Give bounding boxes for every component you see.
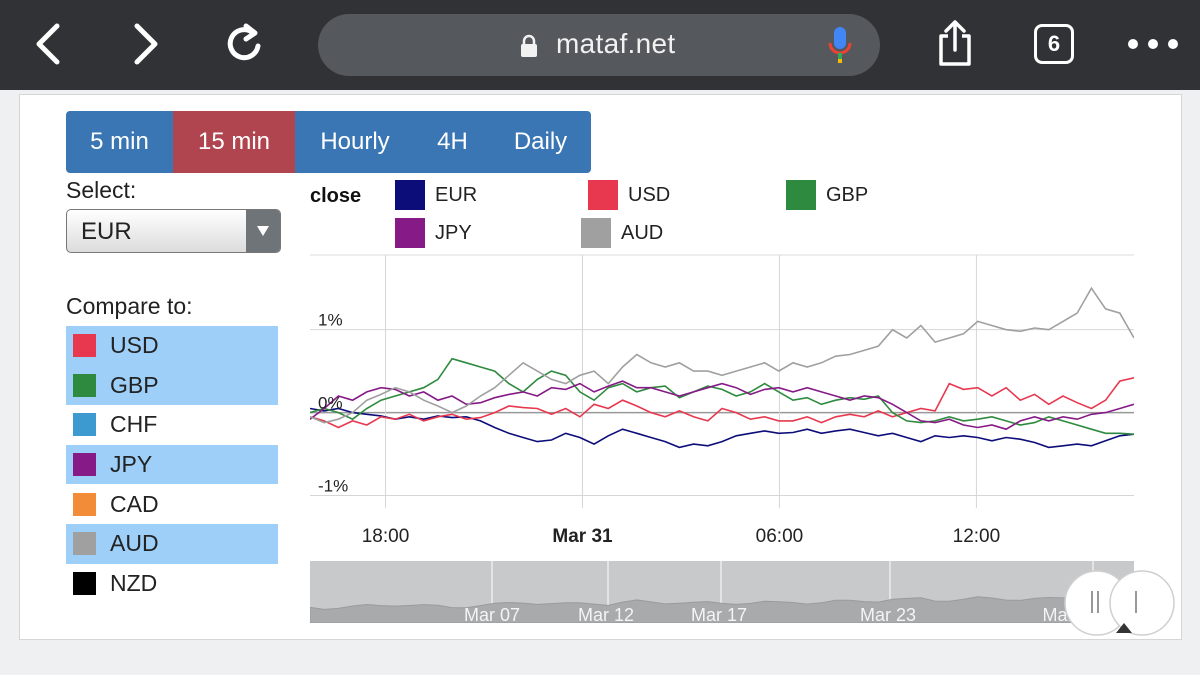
navigator-date-label: Mar 17 <box>691 605 747 623</box>
chart-widget: 5 min 15 min Hourly 4H Daily Select: EUR Com… <box>19 94 1182 640</box>
address-bar[interactable]: mataf.net <box>318 14 880 76</box>
url-text: mataf.net <box>556 28 676 59</box>
select-value: EUR <box>81 218 132 245</box>
y-tick-label: -1% <box>318 477 348 496</box>
tabs-icon[interactable]: 6 <box>1034 24 1074 64</box>
legend-item-usd[interactable]: USD <box>588 180 670 210</box>
color-swatch <box>73 492 96 516</box>
legend-label: JPY <box>435 221 472 244</box>
compare-item-label: USD <box>110 332 159 359</box>
compare-item-jpy[interactable]: JPY <box>66 444 278 485</box>
scroll-arrow-icon <box>1116 623 1132 633</box>
compare-item-usd[interactable]: USD <box>66 326 278 366</box>
navigator-date-label: Mar 07 <box>464 605 520 623</box>
compare-item-label: AUD <box>110 530 159 557</box>
compare-item-label: JPY <box>110 451 153 478</box>
microphone-icon[interactable] <box>828 26 852 69</box>
compare-item-label: CHF <box>110 411 158 438</box>
series-line-eur <box>310 407 1134 449</box>
navigator-date-label: Mar 23 <box>860 605 916 623</box>
timeframe-daily-button[interactable]: Daily <box>513 128 568 155</box>
legend-label: GBP <box>826 183 869 206</box>
legend-title: close <box>310 185 362 207</box>
legend-swatch <box>588 180 618 210</box>
compare-item-aud[interactable]: AUD <box>66 523 278 564</box>
legend-item-jpy[interactable]: JPY <box>395 218 472 248</box>
back-icon[interactable] <box>18 14 78 74</box>
color-swatch <box>73 334 96 358</box>
y-tick-label: 0% <box>318 394 343 413</box>
x-tick-label: 06:00 <box>756 526 804 547</box>
color-swatch <box>73 453 96 477</box>
compare-item-label: NZD <box>110 569 158 596</box>
timeframe-selector: 5 min 15 min Hourly 4H Daily <box>66 111 591 173</box>
x-tick-label: 12:00 <box>953 526 1001 547</box>
compare-item-label: CAD <box>110 490 159 517</box>
timeframe-5-min-button[interactable]: 5 min <box>90 128 149 155</box>
color-swatch <box>73 571 96 595</box>
legend-label: USD <box>628 183 671 206</box>
timeframe-4h-button[interactable]: 4H <box>437 128 468 155</box>
forward-icon[interactable] <box>116 14 176 74</box>
compare-item-chf[interactable]: CHF <box>66 405 278 445</box>
chevron-down-icon[interactable] <box>246 210 280 252</box>
compare-item-cad[interactable]: CAD <box>66 484 278 524</box>
legend-label: EUR <box>435 183 478 206</box>
legend-item-aud[interactable]: AUD <box>581 218 663 248</box>
series-line-aud <box>310 286 1134 424</box>
x-tick-label: Mar 31 <box>552 526 613 547</box>
series-line-gbp <box>310 357 1134 435</box>
legend-label: AUD <box>621 221 664 244</box>
compare-list: USD GBP CHF JPY CAD AUD NZD <box>66 326 278 603</box>
timeframe-15-min-button[interactable]: 15 min <box>173 111 295 173</box>
timeframe-hourly-button[interactable]: Hourly <box>320 128 390 155</box>
more-icon[interactable] <box>1123 14 1183 74</box>
color-swatch <box>73 413 96 437</box>
color-swatch <box>73 373 96 397</box>
reload-icon[interactable] <box>214 14 274 74</box>
share-icon[interactable] <box>925 14 985 74</box>
navigator-mini-chart: Mar 07 Mar 12 Mar 17 Mar 23 Mar <box>310 561 1134 623</box>
legend-item-eur[interactable]: EUR <box>395 180 477 210</box>
compare-item-gbp[interactable]: GBP <box>66 365 278 406</box>
lock-icon <box>520 34 538 63</box>
legend-swatch <box>395 218 425 248</box>
navigator-date-label: Mar 12 <box>578 605 634 623</box>
navigator-handle-right[interactable] <box>1109 570 1175 636</box>
range-navigator[interactable]: Mar 07 Mar 12 Mar 17 Mar 23 Mar <box>310 561 1134 623</box>
legend-swatch <box>395 180 425 210</box>
compare-item-nzd[interactable]: NZD <box>66 564 278 604</box>
series-line-usd <box>310 377 1134 429</box>
compare-item-label: GBP <box>110 371 159 398</box>
legend-swatch <box>581 218 611 248</box>
color-swatch <box>73 532 96 556</box>
base-currency-select[interactable]: EUR <box>66 209 281 253</box>
browser-toolbar: mataf.net 6 <box>0 0 1200 90</box>
series-line-jpy <box>310 380 1134 431</box>
legend-item-gbp[interactable]: GBP <box>786 180 868 210</box>
select-label: Select: <box>66 177 137 203</box>
navigator-area <box>310 595 1134 623</box>
x-tick-label: 18:00 <box>362 526 410 547</box>
legend-swatch <box>786 180 816 210</box>
navigator-handles <box>1064 570 1175 636</box>
line-chart: 1% 0% -1% 18:00 Mar 31 06:00 12:00 <box>310 254 1134 547</box>
y-tick-label: 1% <box>318 311 343 330</box>
compare-label: Compare to: <box>66 293 193 319</box>
